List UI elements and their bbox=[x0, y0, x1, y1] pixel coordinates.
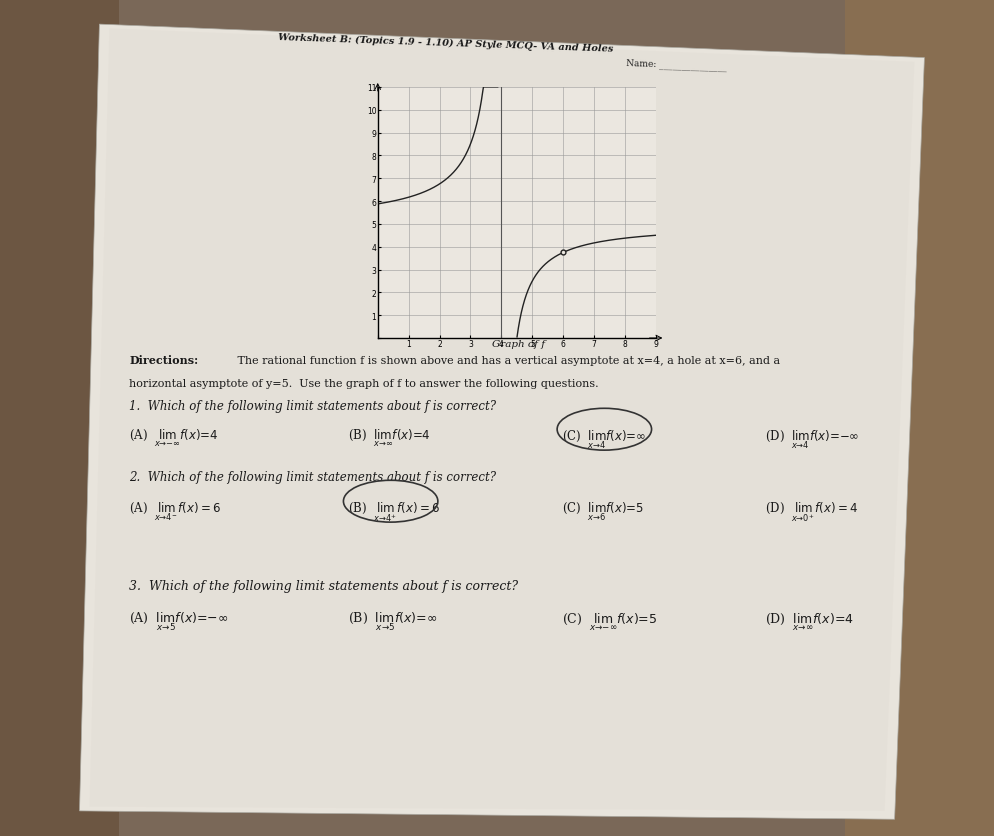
Bar bbox=[845, 0, 994, 836]
Text: (B)  $\lim_{x\to \infty} f(x) = 4$: (B) $\lim_{x\to \infty} f(x) = 4$ bbox=[348, 428, 430, 449]
Text: Directions:: Directions: bbox=[129, 354, 199, 365]
Polygon shape bbox=[80, 25, 924, 819]
Text: The rational function f is shown above and has a vertical asymptote at x=4, a ho: The rational function f is shown above a… bbox=[234, 355, 779, 365]
Text: (C)  $\lim_{x\to 4} f(x) = \infty$: (C) $\lim_{x\to 4} f(x) = \infty$ bbox=[562, 428, 646, 451]
Text: Graph of f: Graph of f bbox=[492, 340, 546, 349]
Text: horizontal asymptote of y=5.  Use the graph of f to answer the following questio: horizontal asymptote of y=5. Use the gra… bbox=[129, 378, 598, 388]
Text: (C)  $\lim_{x\to -\infty} f(x) = 5$: (C) $\lim_{x\to -\infty} f(x) = 5$ bbox=[562, 610, 657, 632]
Text: Worksheet B: (Topics 1.9 - 1.10) AP Style MCQ- VA and Holes: Worksheet B: (Topics 1.9 - 1.10) AP Styl… bbox=[278, 33, 614, 54]
Text: (B)  $\lim_{x\to 4^+} f(x) = 6$: (B) $\lim_{x\to 4^+} f(x) = 6$ bbox=[348, 500, 440, 523]
Text: (C)  $\lim_{x\to 6} f(x) = 5$: (C) $\lim_{x\to 6} f(x) = 5$ bbox=[562, 500, 644, 522]
Text: 1.  Which of the following limit statements about f is correct?: 1. Which of the following limit statemen… bbox=[129, 400, 496, 413]
Text: (D)  $\lim_{x\to 4} f(x) = -\infty$: (D) $\lim_{x\to 4} f(x) = -\infty$ bbox=[765, 428, 860, 451]
Bar bbox=[0, 0, 119, 836]
Text: Name: _______________: Name: _______________ bbox=[626, 58, 728, 71]
Text: (A)  $\lim_{x\to 4^-} f(x) = 6$: (A) $\lim_{x\to 4^-} f(x) = 6$ bbox=[129, 500, 222, 522]
Polygon shape bbox=[89, 29, 914, 811]
Text: (A)  $\lim_{x\to 5} f(x) = -\infty$: (A) $\lim_{x\to 5} f(x) = -\infty$ bbox=[129, 610, 229, 633]
Text: (B)  $\lim_{x\to 5} f(x) = \infty$: (B) $\lim_{x\to 5} f(x) = \infty$ bbox=[348, 610, 437, 633]
Text: 3.  Which of the following limit statements about f is correct?: 3. Which of the following limit statemen… bbox=[129, 579, 518, 593]
Text: 2.  Which of the following limit statements about f is correct?: 2. Which of the following limit statemen… bbox=[129, 471, 496, 484]
Text: (D)  $\lim_{x\to 0^+} f(x) = 4$: (D) $\lim_{x\to 0^+} f(x) = 4$ bbox=[765, 500, 859, 523]
Text: (D)  $\lim_{x\to \infty} f(x) = 4$: (D) $\lim_{x\to \infty} f(x) = 4$ bbox=[765, 610, 854, 632]
Text: (A)  $\lim_{x\to -\infty} f(x) = 4$: (A) $\lim_{x\to -\infty} f(x) = 4$ bbox=[129, 428, 219, 449]
